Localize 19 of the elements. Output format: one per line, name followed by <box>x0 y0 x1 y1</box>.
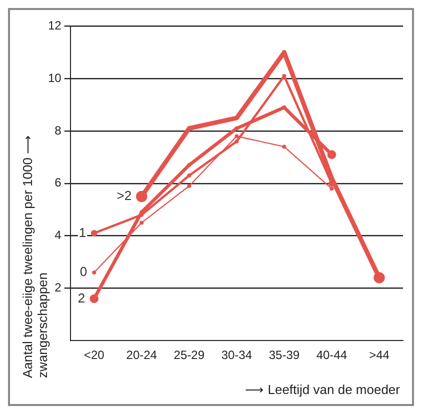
x-axis-title: ⟶ Leeftijd van de moeder <box>245 382 400 397</box>
series-label: >2 <box>116 188 132 204</box>
y-tick-label: 2 <box>54 280 62 295</box>
x-tick-label: 30-34 <box>221 348 252 362</box>
x-tick-label: >44 <box>369 348 390 362</box>
y-tick-label: 8 <box>54 123 62 138</box>
series-label: 1 <box>78 224 86 240</box>
series-label: 0 <box>80 264 88 280</box>
y-axis-title: Aantal twee-eiige tweelingen per 1000 ⟶ zwangerschappen <box>20 134 50 378</box>
y-tick-label: 10 <box>48 70 62 85</box>
y-tick-label: 12 <box>48 18 62 33</box>
x-tick-label: 20-24 <box>126 348 158 362</box>
y-tick-label: 4 <box>54 228 62 242</box>
x-tick-label: 35-39 <box>268 348 300 362</box>
y-tick-label: 6 <box>54 176 62 190</box>
x-tick-label: <20 <box>84 348 105 362</box>
x-tick-label: 25-29 <box>174 348 205 362</box>
x-tick-label: 40-44 <box>316 348 348 362</box>
series-label: 2 <box>78 290 86 306</box>
